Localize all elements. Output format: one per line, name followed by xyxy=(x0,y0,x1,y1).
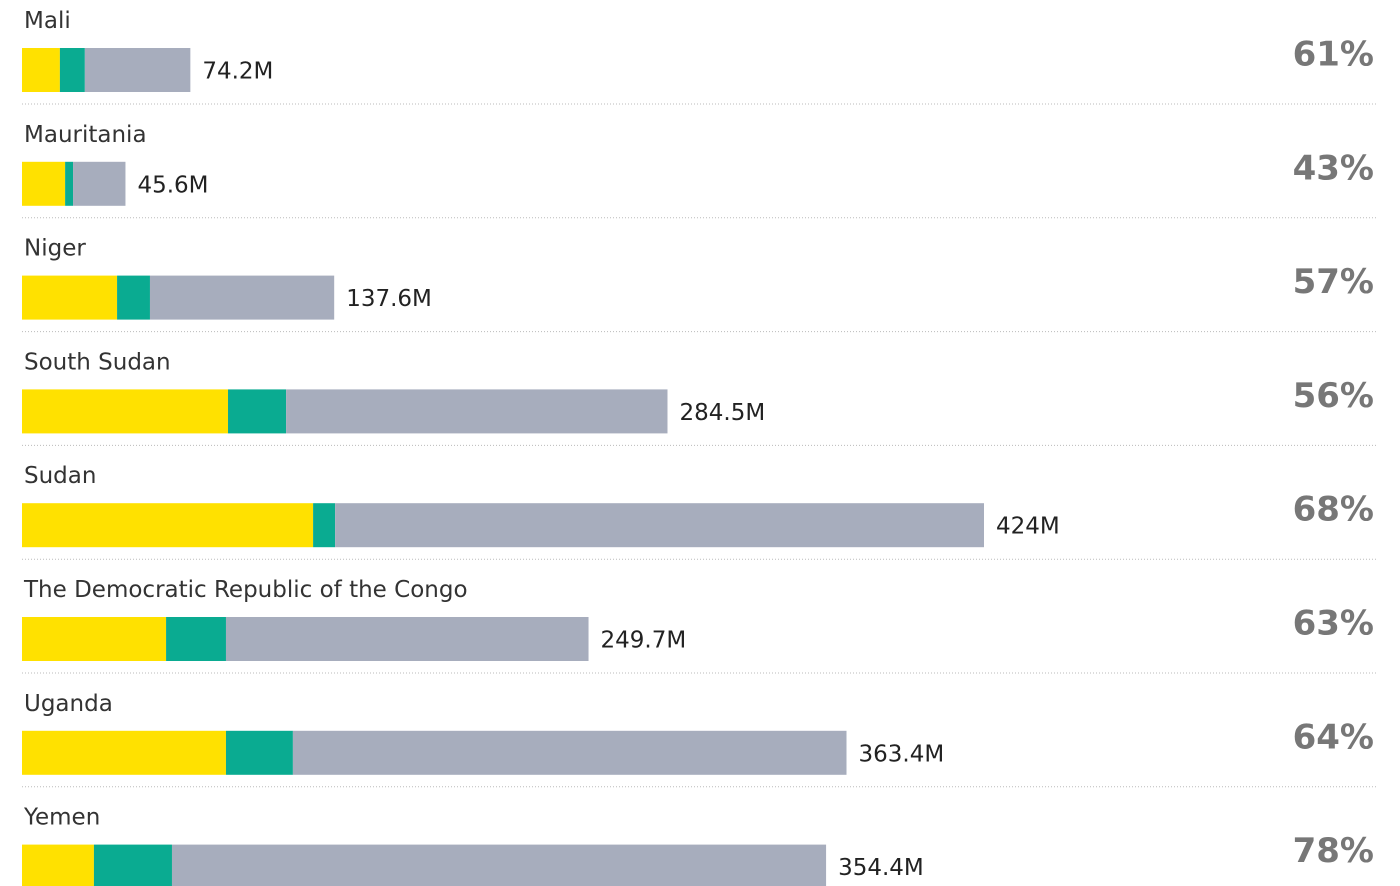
bar-segment xyxy=(286,389,668,434)
bar-segment xyxy=(22,844,94,886)
bar-segment xyxy=(22,617,167,661)
bar-segment xyxy=(93,844,172,886)
bar-segment xyxy=(22,275,118,320)
bar-segment xyxy=(225,730,293,775)
percentage-label: 56% xyxy=(1293,376,1374,416)
bar-segment xyxy=(22,389,229,434)
bar-segment xyxy=(292,730,847,775)
bar-segment xyxy=(65,161,74,206)
bar-segment xyxy=(84,48,191,92)
bar-segment xyxy=(225,617,589,661)
percentage-label: 57% xyxy=(1293,262,1374,302)
bar-segment xyxy=(22,730,226,775)
bar-segment xyxy=(117,275,150,320)
bar-segment xyxy=(59,48,85,92)
total-label: 354.4M xyxy=(838,855,924,881)
bar-segment xyxy=(22,503,314,548)
bar-segment xyxy=(22,48,60,92)
category-label: Yemen xyxy=(23,805,100,831)
percentage-label: 43% xyxy=(1293,148,1374,188)
bar-segment xyxy=(22,161,66,206)
total-label: 284.5M xyxy=(679,400,765,426)
total-label: 137.6M xyxy=(346,286,432,312)
total-label: 249.7M xyxy=(601,628,687,654)
percentage-label: 64% xyxy=(1293,717,1374,757)
bar-segment xyxy=(313,503,336,548)
category-label: Mauritania xyxy=(24,122,147,148)
bar-segment xyxy=(228,389,287,434)
total-label: 424M xyxy=(996,514,1060,540)
category-label: Sudan xyxy=(24,463,96,489)
category-label: Niger xyxy=(24,236,86,262)
percentage-label: 63% xyxy=(1293,604,1374,644)
percentage-label: 61% xyxy=(1293,35,1374,75)
bar-segment xyxy=(73,161,126,206)
total-label: 45.6M xyxy=(137,172,208,198)
bar-segment xyxy=(149,275,335,320)
category-label: South Sudan xyxy=(24,349,171,375)
percentage-label: 68% xyxy=(1293,490,1374,530)
total-label: 363.4M xyxy=(859,741,945,767)
bar-segment xyxy=(335,503,984,548)
category-label: Mali xyxy=(24,8,71,34)
percentage-label: 78% xyxy=(1293,831,1374,871)
category-label: The Democratic Republic of the Congo xyxy=(23,577,468,603)
bar-segment xyxy=(171,844,827,886)
category-label: Uganda xyxy=(24,691,113,717)
bar-segment xyxy=(166,617,226,661)
total-label: 74.2M xyxy=(202,59,273,85)
